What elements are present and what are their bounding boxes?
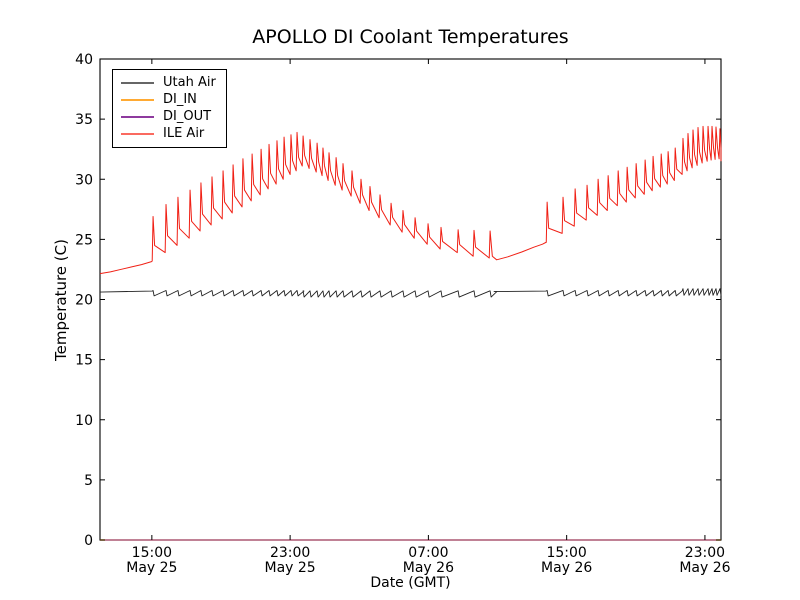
y-axis-label: Temperature (C) (52, 239, 70, 361)
legend-label: DI_IN (163, 92, 197, 107)
y-tick-label: 10 (75, 413, 93, 429)
y-tick-label: 0 (84, 533, 93, 549)
series-utah-air (99, 288, 722, 298)
y-tick-label: 35 (75, 112, 93, 128)
legend: Utah Air DI_IN DI_OUT ILE Air (112, 69, 227, 148)
chart-title: APOLLO DI Coolant Temperatures (252, 26, 569, 48)
x-tick-time-label: 15:00 (132, 545, 172, 561)
x-tick-time-label: 07:00 (408, 545, 448, 561)
legend-line-sample (121, 116, 154, 118)
x-tick-date-label: May 25 (265, 560, 316, 576)
legend-label: DI_OUT (163, 109, 212, 124)
x-tick-time-label: 23:00 (685, 545, 725, 561)
y-tick-label: 5 (84, 473, 93, 489)
x-tick-date-label: May 26 (403, 560, 454, 576)
y-tick-label: 20 (75, 293, 93, 309)
legend-item-ile-air: ILE Air (121, 126, 216, 142)
x-tick-time-label: 15:00 (546, 545, 586, 561)
x-axis-label: Date (GMT) (370, 575, 451, 591)
legend-line-sample (121, 133, 154, 135)
y-tick-label: 40 (75, 52, 93, 68)
legend-label: Utah Air (163, 75, 216, 90)
series-ile-air (99, 125, 722, 275)
legend-line-sample (121, 99, 154, 101)
legend-item-di-in: DI_IN (121, 92, 216, 108)
x-tick-date-label: May 26 (541, 560, 592, 576)
legend-item-utah-air: Utah Air (121, 75, 216, 91)
y-tick-label: 30 (75, 172, 93, 188)
x-tick-date-label: May 25 (126, 560, 177, 576)
legend-label: ILE Air (163, 126, 205, 141)
legend-item-di-out: DI_OUT (121, 109, 216, 125)
x-tick-time-label: 23:00 (270, 545, 310, 561)
legend-line-sample (121, 82, 154, 84)
x-tick-date-label: May 26 (679, 560, 730, 576)
y-tick-label: 25 (75, 232, 93, 248)
y-tick-label: 15 (75, 353, 93, 369)
